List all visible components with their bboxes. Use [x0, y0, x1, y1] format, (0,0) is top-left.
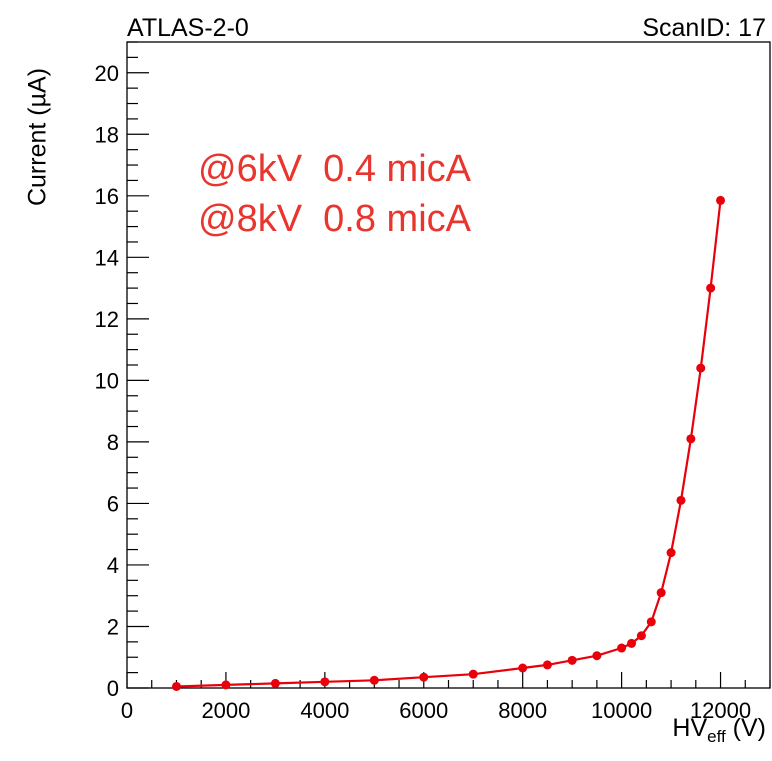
y-tick-label: 8 [107, 430, 119, 455]
x-tick-label: 8000 [498, 698, 547, 723]
x-tick-label: 6000 [399, 698, 448, 723]
y-tick-label: 10 [95, 368, 119, 393]
data-series [171, 195, 726, 691]
chart-title-right: ScanID: 17 [642, 14, 766, 42]
data-point [636, 631, 646, 641]
data-point [518, 663, 528, 673]
x-axis-label-sub: eff [707, 727, 726, 746]
data-point [592, 651, 602, 661]
data-point [696, 363, 706, 373]
x-axis-label: HVeff (V) [672, 714, 766, 747]
data-point [676, 495, 686, 505]
y-tick-label: 16 [95, 184, 119, 209]
y-tick-label: 20 [95, 61, 119, 86]
chart-title-left: ATLAS-2-0 [127, 14, 249, 42]
y-tick-label: 4 [107, 553, 119, 578]
data-point [320, 677, 330, 687]
x-axis-label-main: HV [672, 714, 708, 742]
x-tick-label: 10000 [591, 698, 652, 723]
data-point [542, 660, 552, 670]
x-tick-label: 12000 [690, 698, 751, 723]
y-tick-label: 6 [107, 491, 119, 516]
y-tick-label: 0 [107, 676, 119, 701]
y-tick-label: 18 [95, 122, 119, 147]
data-point [221, 680, 231, 690]
annotation-6kv: @6kV 0.4 micA [198, 148, 471, 190]
data-point [369, 675, 379, 685]
data-point [627, 638, 637, 648]
data-point [171, 681, 181, 691]
x-tick-label: 4000 [300, 698, 349, 723]
data-point [666, 548, 676, 558]
y-tick-label: 2 [107, 614, 119, 639]
data-point [706, 283, 716, 293]
data-point [686, 434, 696, 444]
x-tick-label: 0 [121, 698, 133, 723]
axes: 0 2000 4000 6000 8000 10000 12000 0 2 4 6 8 10 12 14 16… [95, 41, 771, 723]
data-point [468, 669, 478, 679]
data-point [656, 588, 666, 598]
y-tick-label: 14 [95, 245, 119, 270]
x-axis-label-unit: (V) [725, 714, 766, 742]
data-point [716, 195, 726, 205]
data-point [646, 617, 656, 627]
series-line [176, 200, 722, 688]
annotation-8kv: @8kV 0.8 micA [198, 198, 471, 240]
data-point [419, 672, 429, 682]
y-axis-label: Current (µA) [23, 67, 52, 207]
plot-frame [126, 41, 771, 689]
y-tick-label: 12 [95, 307, 119, 332]
data-point [270, 678, 280, 688]
data-point [567, 655, 577, 665]
data-point [617, 643, 627, 653]
x-tick-label: 2000 [201, 698, 250, 723]
